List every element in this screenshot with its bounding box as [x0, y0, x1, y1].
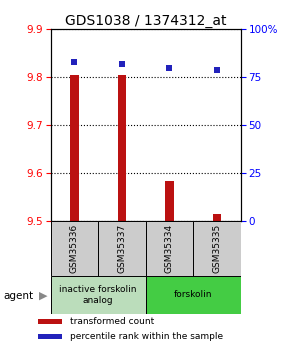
Bar [51, 276, 146, 314]
Text: transformed count: transformed count [70, 317, 154, 326]
Bar [213, 214, 221, 221]
Bar [118, 75, 126, 221]
Text: GSM35336: GSM35336 [70, 224, 79, 273]
Title: GDS1038 / 1374312_at: GDS1038 / 1374312_at [65, 14, 226, 28]
Text: GSM35337: GSM35337 [117, 224, 126, 273]
Bar [38, 319, 62, 324]
Bar [51, 221, 98, 276]
Text: GSM35334: GSM35334 [165, 224, 174, 273]
Bar [146, 221, 193, 276]
Text: inactive forskolin
analog: inactive forskolin analog [59, 285, 137, 305]
Bar [70, 75, 79, 221]
Bar [98, 221, 146, 276]
Point [72, 59, 77, 65]
Text: percentile rank within the sample: percentile rank within the sample [70, 332, 223, 341]
Text: forskolin: forskolin [174, 290, 213, 299]
Point [215, 67, 219, 72]
Bar [38, 334, 62, 339]
Bar [146, 276, 241, 314]
Point [120, 61, 124, 67]
Text: agent: agent [3, 291, 33, 300]
Bar [193, 221, 241, 276]
Text: GSM35335: GSM35335 [213, 224, 222, 273]
Point [167, 65, 172, 70]
Text: ▶: ▶ [39, 291, 48, 300]
Bar [165, 181, 174, 221]
